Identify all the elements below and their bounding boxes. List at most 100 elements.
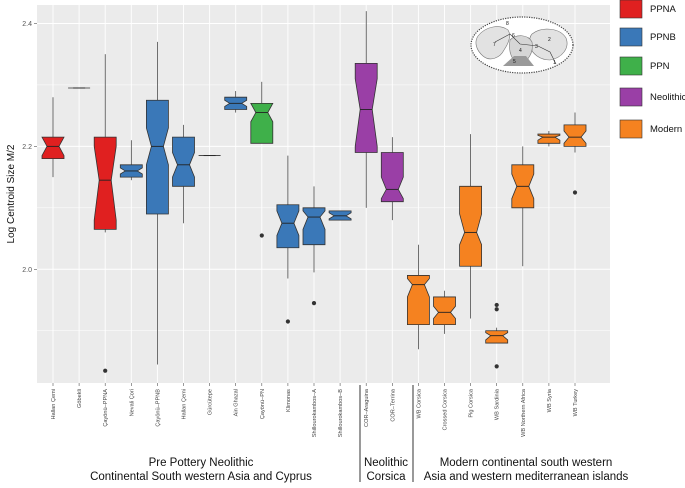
x-category-label: Hallan Çemi xyxy=(182,389,188,419)
box-body xyxy=(537,133,561,144)
box-body xyxy=(145,99,169,215)
box-body xyxy=(172,136,195,187)
x-axis-labels: Hallan Çemi Göbekli Çayönü–PPNA Nevali Çori… xyxy=(51,383,579,437)
box-13 xyxy=(354,11,378,208)
group-label-1-line2: Continental South western Asia and Cypru… xyxy=(90,471,312,483)
x-category-label: Çayönü–PN xyxy=(260,389,266,419)
inset-number-7: 7 xyxy=(493,42,496,48)
inset-number-6: 6 xyxy=(512,33,515,39)
box-17 xyxy=(459,134,483,319)
box-5 xyxy=(145,41,169,365)
box-11 xyxy=(302,186,326,306)
box-12 xyxy=(328,210,352,221)
group-label-2-line1: Neolithic xyxy=(364,457,408,469)
box-body xyxy=(406,275,430,326)
x-category-label: Çayönü–PPNB xyxy=(155,389,161,427)
box-9 xyxy=(250,81,274,238)
x-category-label: Hallan Çemi xyxy=(51,389,57,419)
legend-label-ppna: PPNA xyxy=(650,4,677,15)
box-body xyxy=(354,62,378,153)
outlier-point xyxy=(311,300,317,306)
outlier-point xyxy=(572,190,578,195)
box-body xyxy=(433,296,456,326)
legend-swatch-ppn xyxy=(619,56,643,76)
legend-label-neolithic: Neolithic xyxy=(650,92,685,103)
box-21 xyxy=(563,112,587,195)
group-label-1-line1: Pre Pottery Neolithic xyxy=(149,457,254,469)
x-category-label: WB Sardinia xyxy=(495,388,501,420)
inset-number-5: 5 xyxy=(513,59,516,65)
legend-swatch-ppnb xyxy=(619,27,643,47)
x-category-label: Göbekli xyxy=(77,389,83,408)
box-18 xyxy=(485,302,509,369)
box-8 xyxy=(224,91,248,113)
outlier-point xyxy=(103,368,108,373)
box-1 xyxy=(41,97,65,178)
group-label-3-line2: Asia and western mediterranean islands xyxy=(424,471,629,483)
outlier-point xyxy=(259,233,264,238)
box-3 xyxy=(93,54,117,373)
box-6 xyxy=(172,124,195,224)
box-body xyxy=(459,185,483,267)
y-tick-label: 2.2 xyxy=(22,144,32,151)
outlier-point xyxy=(494,364,499,369)
box-body xyxy=(563,124,587,147)
inset-number-4: 4 xyxy=(519,48,522,54)
x-category-label: Crossed Corsica xyxy=(443,388,449,430)
x-category-label: Çayönü–PPNA xyxy=(103,389,109,427)
inset-number-8: 8 xyxy=(506,21,509,27)
group-label-2-line2: Corsica xyxy=(367,471,407,483)
x-category-label: COR–Terrina xyxy=(390,388,396,422)
outlier-point xyxy=(494,302,499,308)
group-label-3-line1: Modern continental south western xyxy=(440,457,613,469)
skull-inset-illustration: 1 2 3 4 5 6 7 8 xyxy=(470,16,574,74)
box-19 xyxy=(511,146,535,267)
x-category-label: Shillourokambos–B xyxy=(338,389,344,437)
x-category-label: Gürcütepe xyxy=(208,389,214,415)
legend-label-modern: Modern xyxy=(650,124,682,135)
x-category-label: WB Syria xyxy=(547,388,553,412)
legend-label-ppn: PPN xyxy=(650,61,670,72)
legend-label-ppnb: PPNB xyxy=(650,32,676,43)
y-axis-title: Log Centroid Size M/2 xyxy=(6,144,17,243)
box-body xyxy=(93,136,117,230)
box-15 xyxy=(406,244,430,350)
outlier-point xyxy=(494,307,499,312)
skull-dark-region xyxy=(503,56,534,66)
box-body xyxy=(380,152,404,203)
skull-bone-left xyxy=(475,26,510,60)
legend-swatch-modern xyxy=(619,119,643,139)
y-tick-label: 2.0 xyxy=(22,267,32,274)
box-body xyxy=(250,102,274,144)
x-category-label: Pig Corsica xyxy=(469,388,475,417)
y-axis-ticks: 2.0 2.2 2.4 xyxy=(22,21,37,274)
inset-number-2: 2 xyxy=(548,37,551,43)
y-tick-label: 2.4 xyxy=(22,21,32,28)
x-category-label: WB Turkey xyxy=(573,389,579,417)
legend-swatch-neolithic xyxy=(619,87,643,107)
legend-swatch-ppna xyxy=(619,0,643,19)
inset-number-3: 3 xyxy=(535,44,538,50)
x-category-label: Ain Ghazal xyxy=(234,389,240,416)
box-16 xyxy=(433,290,456,334)
x-category-label: Klimonas xyxy=(286,389,292,412)
x-category-label: WB Northern Africa xyxy=(521,388,527,437)
box-body xyxy=(276,204,300,249)
outlier-point xyxy=(285,319,290,324)
legend: PPNA PPNB PPN Neolithic Modern xyxy=(619,0,685,139)
landmark-lines xyxy=(494,33,557,65)
x-category-label: WB Corsica xyxy=(416,388,422,418)
x-category-label: Shillourokambos–A xyxy=(312,389,318,437)
box-14 xyxy=(380,137,404,221)
x-category-label: Nevali Çori xyxy=(129,389,135,416)
inset-number-1: 1 xyxy=(553,60,556,66)
box-body xyxy=(41,136,65,160)
box-4 xyxy=(119,140,143,181)
x-category-label: COR–Araguina xyxy=(364,388,370,427)
boxes xyxy=(41,11,587,373)
box-body xyxy=(302,207,326,246)
box-10 xyxy=(276,155,300,324)
box-body xyxy=(485,330,509,344)
box-20 xyxy=(537,131,561,147)
